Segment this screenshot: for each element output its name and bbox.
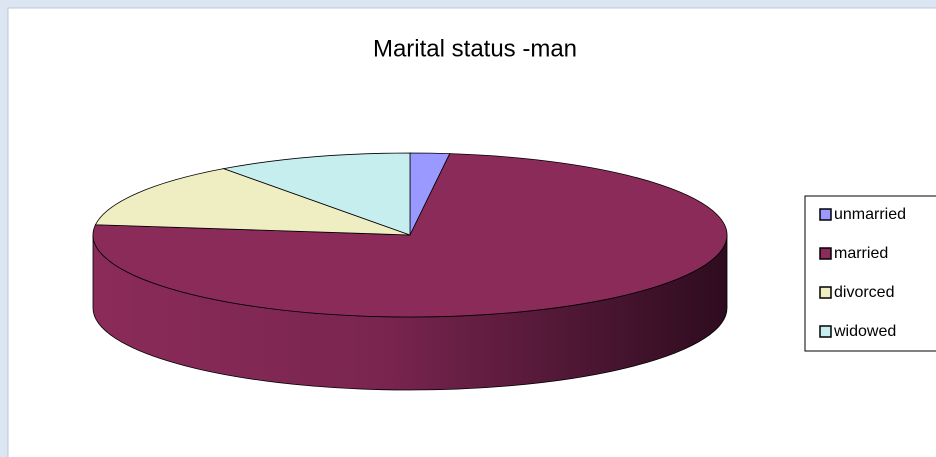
legend-label: married: [834, 245, 888, 262]
legend-label: widowed: [833, 323, 896, 340]
slice: [222, 152, 411, 236]
legend-swatch: [819, 208, 832, 221]
chart-title: Marital status -man: [373, 35, 577, 62]
legend-label: divorced: [834, 284, 894, 301]
legend-swatch: [819, 325, 832, 338]
legend-swatch: [819, 286, 832, 299]
legend-label: unmarried: [834, 206, 906, 223]
slice: [94, 168, 411, 236]
legend: [804, 195, 936, 352]
legend-swatch: [819, 247, 832, 260]
